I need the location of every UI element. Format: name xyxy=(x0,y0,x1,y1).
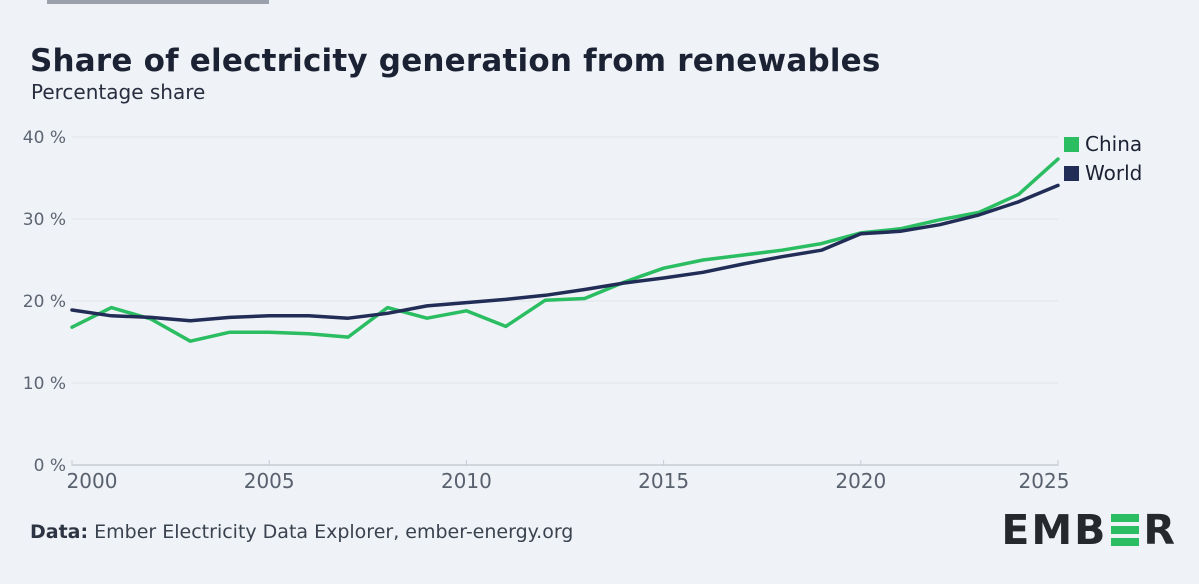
data-source-text: Ember Electricity Data Explorer, ember-e… xyxy=(88,521,574,543)
series-line-world[interactable] xyxy=(70,183,1060,323)
x-axis-label: 2025 xyxy=(1019,469,1070,493)
ember-logo-suffix: R xyxy=(1143,506,1177,554)
legend-label-china: China xyxy=(1085,132,1143,156)
top-accent-bar xyxy=(47,0,269,4)
data-source-label: Data: xyxy=(30,521,89,543)
legend-item-china[interactable]: China xyxy=(1064,132,1142,156)
chart-subtitle: Percentage share xyxy=(31,80,206,104)
y-axis-label: 0 % xyxy=(34,456,66,476)
legend-label-world: World xyxy=(1085,161,1143,185)
world-swatch-icon xyxy=(1064,165,1079,181)
china-swatch-icon xyxy=(1064,136,1079,152)
page-title: Share of electricity generation from ren… xyxy=(30,42,881,79)
ember-logo-prefix: EMB xyxy=(1001,506,1108,554)
x-axis-label: 2020 xyxy=(835,469,886,493)
y-axis-label: 20 % xyxy=(23,292,66,312)
data-source-note: Data: Ember Electricity Data Explorer, e… xyxy=(30,521,573,543)
x-axis-label: 2010 xyxy=(441,469,492,493)
x-axis-label: 2015 xyxy=(638,469,689,493)
x-axis-label: 2005 xyxy=(244,469,295,493)
y-axis-label: 40 % xyxy=(23,128,66,148)
ember-logo: EMB R xyxy=(1001,506,1177,554)
y-axis-label: 30 % xyxy=(23,210,66,230)
y-axis-label: 10 % xyxy=(23,374,66,394)
chart-legend: China World xyxy=(1064,132,1142,190)
x-axis-label: 2000 xyxy=(67,469,118,493)
series-line-china[interactable] xyxy=(70,157,1060,343)
ember-logo-e-icon xyxy=(1111,514,1140,546)
legend-item-world[interactable]: World xyxy=(1064,161,1142,185)
